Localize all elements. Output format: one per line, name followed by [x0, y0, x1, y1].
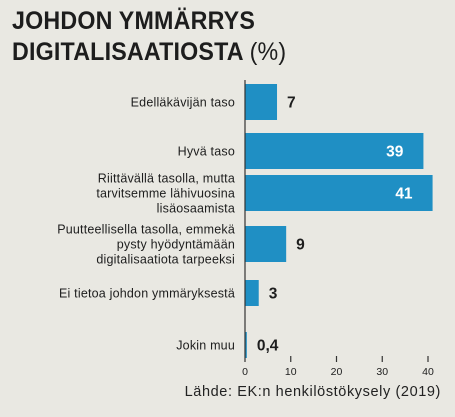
value-label-5: 3	[269, 286, 278, 303]
title-line-2: DIGITALISAATIOSTA	[12, 38, 243, 66]
bar-3	[245, 175, 433, 211]
category-label-2-line-1: Hyvä taso	[178, 145, 235, 159]
bar-6	[245, 332, 247, 358]
category-label-4-line-1: Puutteellisella tasolla, emmekä	[57, 223, 235, 237]
chart-title: JOHDON YMMÄRRYS DIGITALISAATIOSTA (%)	[12, 6, 412, 68]
x-tick-label-3: 20	[331, 366, 343, 378]
title-line-1: JOHDON YMMÄRRYS	[12, 7, 256, 35]
x-tick-label-1: 0	[242, 366, 248, 378]
bar-4	[245, 226, 287, 262]
value-label-1: 7	[287, 95, 296, 112]
value-label-2: 39	[386, 144, 404, 161]
source-note: Lähde: EK:n henkilöstökysely (2019)	[184, 384, 441, 400]
value-label-3: 41	[395, 186, 413, 203]
category-label-5-line-1: Ei tietoa johdon ymmäryksestä	[59, 287, 235, 301]
x-tick-label-5: 40	[422, 366, 434, 378]
category-label-3-line-1: Riittävällä tasolla, mutta	[98, 172, 235, 186]
category-label-4-line-2: pysty hyödyntämään	[117, 238, 235, 252]
category-label-3-line-2: tarvitsemme lähivuosina	[96, 187, 235, 201]
title-line-2-wrap: DIGITALISAATIOSTA (%)	[12, 37, 412, 68]
category-label-1-line-1: Edelläkävijän taso	[131, 96, 235, 110]
category-label-6-line-1: Jokin muu	[176, 339, 235, 353]
title-unit: (%)	[249, 38, 287, 66]
bar-1	[245, 84, 278, 120]
x-tick-label-2: 10	[285, 366, 297, 378]
category-label-3-line-3: lisäosaamista	[157, 202, 235, 216]
x-tick-label-4: 30	[376, 366, 388, 378]
value-label-6: 0,4	[257, 338, 279, 355]
category-label-4-line-3: digitalisaatiota tarpeeksi	[96, 253, 235, 267]
value-label-4: 9	[296, 237, 305, 254]
bar-2	[245, 133, 424, 169]
bar-5	[245, 280, 259, 306]
